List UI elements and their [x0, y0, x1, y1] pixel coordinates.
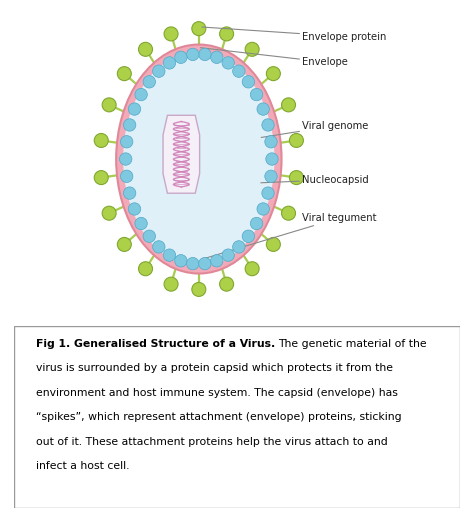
Text: Envelope protein: Envelope protein: [202, 27, 387, 42]
Circle shape: [192, 283, 206, 297]
Text: infect a host cell.: infect a host cell.: [36, 461, 130, 471]
Circle shape: [138, 43, 153, 56]
Text: out of it. These attachment proteins help the virus attach to and: out of it. These attachment proteins hel…: [36, 437, 388, 447]
Circle shape: [192, 22, 206, 35]
Circle shape: [187, 258, 199, 270]
Circle shape: [290, 133, 303, 147]
Circle shape: [94, 171, 108, 185]
Circle shape: [250, 218, 263, 230]
Circle shape: [219, 27, 234, 41]
Circle shape: [102, 98, 116, 112]
Circle shape: [118, 238, 131, 251]
Circle shape: [242, 230, 255, 243]
Circle shape: [164, 277, 178, 291]
Circle shape: [187, 48, 199, 61]
Circle shape: [233, 65, 245, 77]
Circle shape: [242, 75, 255, 88]
Circle shape: [135, 88, 147, 101]
Circle shape: [94, 133, 108, 147]
Circle shape: [163, 249, 176, 261]
Circle shape: [266, 238, 280, 251]
Circle shape: [164, 27, 178, 41]
Circle shape: [119, 153, 132, 165]
Circle shape: [265, 170, 277, 183]
Text: Viral genome: Viral genome: [196, 121, 369, 148]
Circle shape: [282, 206, 295, 220]
Circle shape: [257, 103, 269, 115]
Circle shape: [102, 206, 116, 220]
Text: Viral tegument: Viral tegument: [202, 213, 377, 259]
Ellipse shape: [123, 51, 274, 267]
Circle shape: [138, 262, 153, 275]
Circle shape: [128, 203, 141, 215]
Circle shape: [199, 48, 211, 61]
Text: Fig 1. Generalised Structure of a Virus.: Fig 1. Generalised Structure of a Virus.: [36, 339, 276, 348]
Text: “spikes”, which represent attachment (envelope) proteins, sticking: “spikes”, which represent attachment (en…: [36, 412, 402, 422]
Ellipse shape: [116, 45, 282, 273]
Circle shape: [262, 187, 274, 200]
Circle shape: [222, 57, 235, 69]
Circle shape: [175, 51, 187, 64]
Circle shape: [262, 119, 274, 131]
FancyBboxPatch shape: [14, 326, 460, 508]
Circle shape: [128, 103, 141, 115]
Circle shape: [210, 254, 223, 267]
Circle shape: [250, 88, 263, 101]
Text: environment and host immune system. The capsid (envelope) has: environment and host immune system. The …: [36, 388, 398, 398]
Circle shape: [163, 57, 176, 69]
Circle shape: [153, 241, 165, 253]
Circle shape: [245, 262, 259, 275]
Ellipse shape: [135, 64, 263, 254]
Text: Nucleocapsid: Nucleocapsid: [196, 175, 369, 185]
Circle shape: [266, 153, 278, 165]
Text: Envelope: Envelope: [201, 48, 348, 67]
Circle shape: [175, 254, 187, 267]
Circle shape: [199, 258, 211, 270]
Text: The genetic material of the: The genetic material of the: [278, 339, 427, 348]
Polygon shape: [163, 115, 200, 193]
Circle shape: [120, 135, 133, 148]
Circle shape: [210, 51, 223, 64]
Circle shape: [135, 218, 147, 230]
Circle shape: [120, 170, 133, 183]
Text: virus is surrounded by a protein capsid which protects it from the: virus is surrounded by a protein capsid …: [36, 363, 393, 373]
Circle shape: [282, 98, 295, 112]
Circle shape: [118, 67, 131, 81]
Circle shape: [143, 230, 155, 243]
Circle shape: [257, 203, 269, 215]
Circle shape: [233, 241, 245, 253]
Circle shape: [290, 171, 303, 185]
Circle shape: [266, 67, 280, 81]
Circle shape: [222, 249, 235, 261]
Circle shape: [153, 65, 165, 77]
Circle shape: [245, 43, 259, 56]
Circle shape: [123, 119, 136, 131]
Circle shape: [219, 277, 234, 291]
Circle shape: [265, 135, 277, 148]
Circle shape: [143, 75, 155, 88]
Circle shape: [123, 187, 136, 200]
